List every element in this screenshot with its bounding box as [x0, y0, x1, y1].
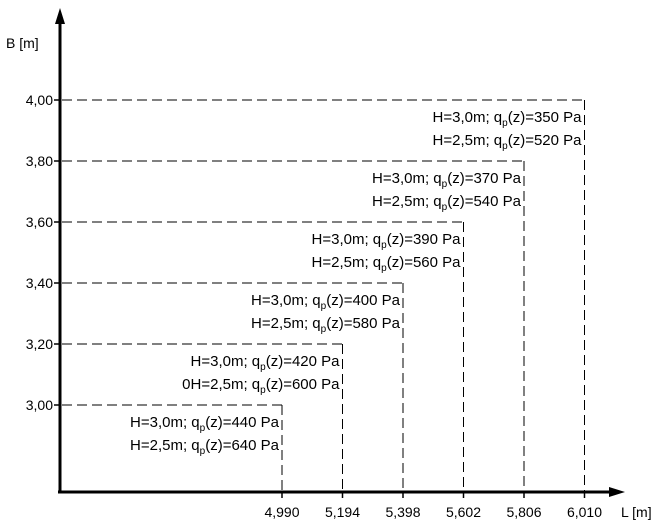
region-2-note-h30-suffix: (z)=400 Pa [326, 292, 400, 309]
region-5-note-h25-suffix: (z)=520 Pa [508, 132, 582, 149]
y-axis-label: B [m] [6, 35, 39, 51]
region-3-note-h30-prefix: H=3,0m; q [312, 231, 382, 248]
region-5-note-h30: H=3,0m; qp(z)=350 Pa [433, 109, 583, 129]
region-0-note-h30-subscript: p [200, 423, 206, 434]
region-0-note-h30-prefix: H=3,0m; q [130, 414, 200, 431]
x-tick-label-3: 5,602 [446, 504, 481, 520]
region-0-note-h30: H=3,0m; qp(z)=440 Pa [130, 414, 280, 434]
region-5-note-h30-suffix: (z)=350 Pa [508, 109, 582, 126]
region-1-note-h30: H=3,0m; qp(z)=420 Pa [191, 353, 341, 373]
region-1-note-h30-suffix: (z)=420 Pa [266, 353, 340, 370]
x-tick-label-5: 6,010 [567, 504, 602, 520]
region-3-note-h30-subscript: p [381, 240, 387, 251]
region-4-note-h25-prefix: H=2,5m; q [372, 193, 442, 210]
region-3-note-h25-suffix: (z)=560 Pa [387, 254, 461, 271]
region-0-note-h25: H=2,5m; qp(z)=640 Pa [130, 437, 280, 457]
region-3-note-h30: H=3,0m; qp(z)=390 Pa [312, 231, 462, 251]
region-1-note-h25: 0H=2,5m; qp(z)=600 Pa [182, 376, 340, 396]
x-axis-arrow [609, 487, 625, 497]
region-5-note-h25-prefix: H=2,5m; q [433, 132, 503, 149]
y-tick-label-2: 3,40 [26, 275, 53, 291]
region-3-note-h25: H=2,5m; qp(z)=560 Pa [312, 254, 462, 274]
region-5-note-h25-subscript: p [502, 141, 508, 152]
region-0-note-h30-suffix: (z)=440 Pa [205, 414, 279, 431]
y-tick-label-0: 3,00 [26, 397, 53, 413]
region-0-note-h25-subscript: p [200, 446, 206, 457]
region-0-note-h25-prefix: H=2,5m; q [130, 437, 200, 454]
region-4-note-h30-suffix: (z)=370 Pa [447, 170, 521, 187]
region-3-note-h30-suffix: (z)=390 Pa [387, 231, 461, 248]
y-axis-arrow [55, 8, 65, 24]
region-4-note-h25-suffix: (z)=540 Pa [447, 193, 521, 210]
region-2-note-h25-suffix: (z)=580 Pa [326, 315, 400, 332]
region-5-note-h30-subscript: p [502, 118, 508, 129]
region-1-note-h25-suffix: (z)=600 Pa [266, 376, 340, 393]
region-1-note-h30-prefix: H=3,0m; q [191, 353, 261, 370]
region-1-note-h30-subscript: p [260, 362, 266, 373]
y-tick-label-3: 3,60 [26, 214, 53, 230]
y-tick-label-4: 3,80 [26, 153, 53, 169]
region-4-note-h25: H=2,5m; qp(z)=540 Pa [372, 193, 522, 213]
x-tick-label-4: 5,806 [506, 504, 541, 520]
region-4-note-h30-subscript: p [442, 179, 448, 190]
region-2-note-h25: H=2,5m; qp(z)=580 Pa [251, 315, 401, 335]
region-2-note-h30: H=3,0m; qp(z)=400 Pa [251, 292, 401, 312]
x-tick-label-2: 5,398 [385, 504, 420, 520]
region-1-note-h25-prefix: 0H=2,5m; q [182, 376, 260, 393]
region-4-note-h30-prefix: H=3,0m; q [372, 170, 442, 187]
region-5-note-h30-prefix: H=3,0m; q [433, 109, 503, 126]
x-tick-label-0: 4,990 [264, 504, 299, 520]
region-2-note-h30-prefix: H=3,0m; q [251, 292, 321, 309]
region-3-note-h25-prefix: H=2,5m; q [312, 254, 382, 271]
region-2-note-h25-subscript: p [321, 324, 327, 335]
x-axis-label: L [m] [621, 504, 652, 520]
y-tick-label-1: 3,20 [26, 336, 53, 352]
region-5-note-h25: H=2,5m; qp(z)=520 Pa [433, 132, 583, 152]
region-2-note-h25-prefix: H=2,5m; q [251, 315, 321, 332]
region-2-note-h30-subscript: p [321, 301, 327, 312]
region-4-note-h25-subscript: p [442, 202, 448, 213]
x-tick-label-1: 5,194 [325, 504, 360, 520]
region-1-note-h25-subscript: p [260, 385, 266, 396]
region-0-note-h25-suffix: (z)=640 Pa [205, 437, 279, 454]
y-tick-label-5: 4,00 [26, 92, 53, 108]
region-3-note-h25-subscript: p [381, 263, 387, 274]
region-4-note-h30: H=3,0m; qp(z)=370 Pa [372, 170, 522, 190]
